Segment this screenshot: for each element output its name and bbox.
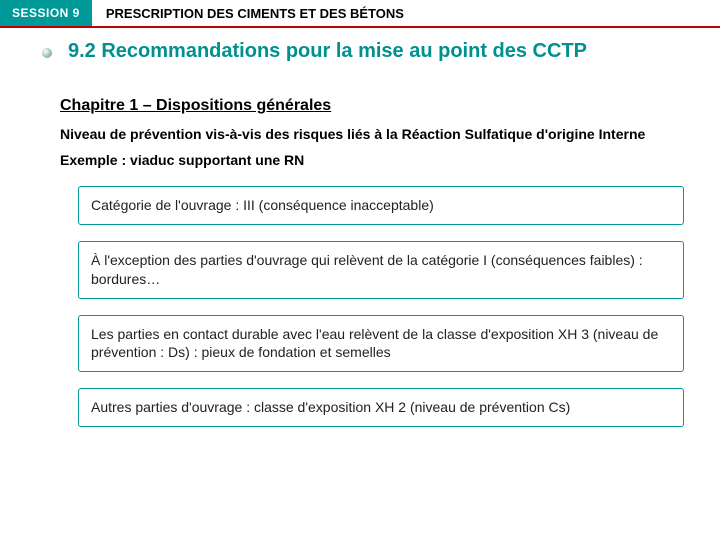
info-box: À l'exception des parties d'ouvrage qui …: [78, 241, 684, 299]
chapter-title: Chapitre 1 – Dispositions générales: [60, 97, 684, 115]
info-box: Autres parties d'ouvrage : classe d'expo…: [78, 388, 684, 427]
subtitle: Niveau de prévention vis-à-vis des risqu…: [60, 125, 684, 144]
info-box: Les parties en contact durable avec l'ea…: [78, 315, 684, 373]
bullet-icon: [42, 48, 52, 58]
header-title: PRESCRIPTION DES CIMENTS ET DES BÉTONS: [92, 0, 720, 26]
content-area: 9.2 Recommandations pour la mise au poin…: [0, 28, 720, 463]
session-tag: SESSION 9: [0, 0, 92, 26]
header-bar: SESSION 9 PRESCRIPTION DES CIMENTS ET DE…: [0, 0, 720, 28]
main-heading: 9.2 Recommandations pour la mise au poin…: [68, 40, 684, 63]
example-line: Exemple : viaduc supportant une RN: [60, 152, 684, 168]
info-box: Catégorie de l'ouvrage : III (conséquenc…: [78, 186, 684, 225]
